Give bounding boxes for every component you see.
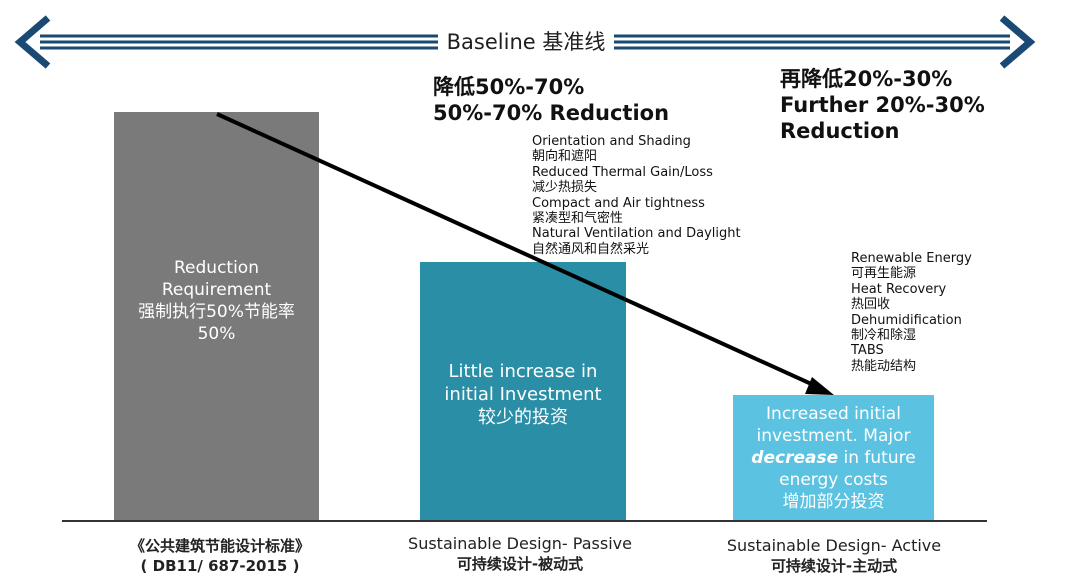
baseline-arrow-left-head: [14, 15, 51, 69]
bar-active-design: Increased initial investment. Major decr…: [733, 395, 934, 520]
bar-active-text-3: decrease in future: [751, 447, 915, 469]
active-measure-item: Renewable Energy: [851, 251, 972, 266]
baseline-arrow-right-head: [999, 15, 1036, 69]
passive-measure-item: 紧凑型和气密性: [532, 211, 624, 227]
category-passive-line1: Sustainable Design- Passive: [408, 534, 632, 553]
bar-active-text-1: Increased initial: [766, 403, 901, 424]
baseline-label: Baseline 基准线: [438, 26, 614, 58]
bar-active-text-5: 增加部分投资: [782, 491, 885, 512]
category-baseline-standard: 《公共建筑节能设计标准》 ( DB11/ 687-2015 ): [90, 536, 350, 576]
headline-passive-line1: 降低50%-70%: [433, 75, 585, 99]
category-baseline-line2: ( DB11/ 687-2015 ): [140, 557, 300, 575]
bar-passive-text-1: Little increase in: [448, 361, 598, 382]
headline-active-reduction: 再降低20%-30% Further 20%-30% Reduction: [780, 66, 985, 144]
category-active-line2: 可持续设计-主动式: [770, 557, 898, 575]
passive-measure-item: Reduced Thermal Gain/Loss: [532, 164, 713, 180]
bar-baseline-requirement: Reduction Requirement 强制执行50%节能率 50%: [114, 112, 319, 520]
passive-measure-item: 朝向和遮阳: [532, 149, 598, 165]
bar-passive-text-3: 较少的投资: [478, 407, 568, 428]
active-measure-item: 热回收: [851, 297, 891, 313]
category-active-line1: Sustainable Design- Active: [726, 536, 942, 555]
headline-passive-line2: 50%-70% Reduction: [433, 101, 670, 125]
bar-active-text-2: investment. Major: [756, 425, 911, 446]
passive-measure-item: Orientation and Shading: [532, 134, 691, 149]
active-measure-item: Dehumidification: [851, 312, 962, 328]
bar-active-text-4: energy costs: [779, 469, 888, 490]
bar-baseline-text-1: Reduction: [174, 258, 259, 278]
headline-active-line1: 再降低20%-30%: [780, 67, 953, 91]
headline-active-line3: Reduction: [780, 119, 900, 143]
active-measures-list: Renewable Energy 可再生能源 Heat Recovery 热回收…: [851, 251, 972, 374]
active-measure-item: 制冷和除湿: [851, 328, 917, 344]
passive-measure-item: Compact and Air tightness: [532, 195, 705, 211]
active-measure-item: TABS: [851, 343, 884, 359]
category-baseline-line1: 《公共建筑节能设计标准》: [129, 537, 310, 555]
bar-active-text-3-rest: in future: [838, 447, 916, 468]
bar-active-emphasis: decrease: [751, 447, 839, 468]
passive-measure-item: 自然通风和自然采光: [532, 241, 650, 257]
active-measure-item: 热能动结构: [851, 358, 917, 374]
category-passive-design: Sustainable Design- Passive 可持续设计-被动式: [380, 534, 660, 574]
active-measure-item: Heat Recovery: [851, 281, 947, 297]
active-measure-item: 可再生能源: [851, 266, 917, 282]
bar-passive-design: Little increase in initial Investment 较少…: [420, 262, 626, 520]
bar-baseline-text-4: 50%: [197, 324, 236, 344]
category-active-design: Sustainable Design- Active 可持续设计-主动式: [694, 536, 974, 576]
category-passive-line2: 可持续设计-被动式: [456, 555, 584, 573]
bar-baseline-text-2: Requirement: [161, 280, 272, 300]
bar-baseline-text-3: 强制执行50%节能率: [138, 302, 295, 322]
bar-passive-text-2: initial Investment: [444, 384, 602, 405]
ground-line: [62, 520, 987, 522]
trend-arrow-head: [805, 377, 834, 395]
passive-measure-item: Natural Ventilation and Daylight: [532, 226, 741, 242]
passive-measures-list: Orientation and Shading 朝向和遮阳 Reduced Th…: [532, 134, 741, 257]
headline-active-line2: Further 20%-30%: [780, 93, 985, 117]
passive-measure-item: 减少热损失: [532, 180, 598, 196]
headline-passive-reduction: 降低50%-70% 50%-70% Reduction: [433, 74, 669, 126]
